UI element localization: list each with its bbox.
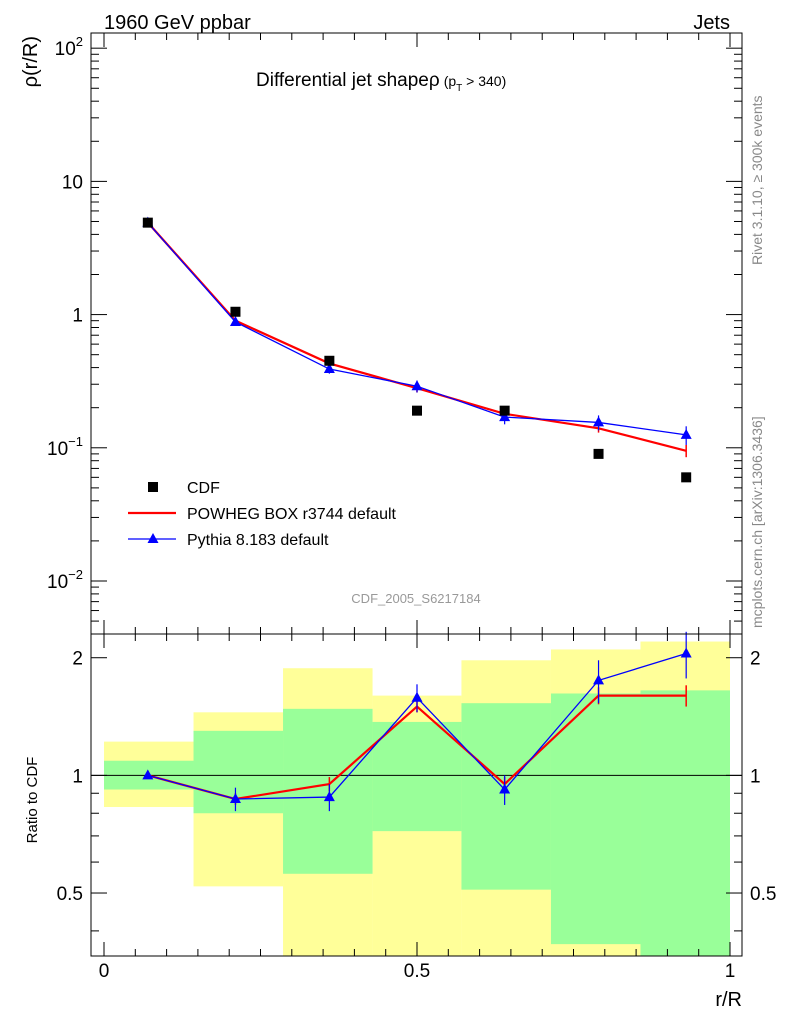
cdf-point <box>142 217 153 228</box>
y-tick-label: 102 <box>55 34 83 60</box>
cdf-point <box>593 448 604 459</box>
pythia-point <box>411 380 423 391</box>
x-tick-label: 1 <box>725 961 736 982</box>
header-energy-label: 1960 GeV ppbar <box>104 12 251 34</box>
ratio-y-tick-label-right: 2 <box>750 649 761 670</box>
x-tick-label: 0.5 <box>404 961 430 982</box>
rivet-label: Rivet 3.1.10, ≥ 300k events <box>749 95 765 265</box>
pythia-ratio-point <box>680 647 692 658</box>
pythia-ratio-point <box>323 791 335 802</box>
pythia-ratio-point <box>593 674 605 685</box>
data-uncertainty-band <box>461 703 551 890</box>
cdf-point <box>681 472 692 483</box>
data-uncertainty-band <box>640 690 730 956</box>
pythia-point <box>499 411 511 422</box>
cdf-point <box>230 306 241 317</box>
watermark-label: CDF_2005_S6217184 <box>351 591 480 606</box>
y-tick-label: 10−1 <box>47 434 83 460</box>
legend-pythia-marker <box>147 533 159 543</box>
mcplots-label: mcplots.cern.ch [arXiv:1306.3436] <box>749 416 765 628</box>
data-uncertainty-band <box>372 721 462 832</box>
pythia-point <box>593 416 605 427</box>
ratio-y-tick-label: 2 <box>72 649 83 670</box>
ratio-y-tick-label-right: 0.5 <box>750 884 776 905</box>
legend-label: CDF <box>187 480 220 497</box>
x-axis-label: r/R <box>715 989 742 1011</box>
ratio-y-tick-label-right: 1 <box>750 766 761 787</box>
data-uncertainty-band <box>550 693 641 945</box>
y-tick-label: 10 <box>62 172 83 193</box>
header-jets-label: Jets <box>693 12 730 34</box>
pythia-ratio-point <box>229 793 241 804</box>
ratio-y-tick-label: 1 <box>72 766 83 787</box>
y-tick-label: 1 <box>72 306 83 327</box>
legend-cdf-marker <box>148 482 158 492</box>
ratio-y-tick-label: 0.5 <box>57 884 83 905</box>
x-tick-label: 0 <box>99 961 110 982</box>
cdf-point <box>412 405 422 416</box>
cdf-point <box>324 355 335 366</box>
ratio-y-axis-label: Ratio to CDF <box>24 757 41 844</box>
legend-label: Pythia 8.183 default <box>187 532 329 549</box>
main-plot-title: Differential jet shapeρ (pT > 340) <box>256 70 506 94</box>
legend-label: POWHEG BOX r3744 default <box>187 506 397 523</box>
pythia-ratio-point <box>499 783 511 794</box>
pythia-line <box>147 222 687 436</box>
pythia-point <box>323 363 335 374</box>
powheg-line <box>146 221 687 452</box>
main-y-axis-label: ρ(r/R) <box>20 36 42 87</box>
main-plot-panel: 102 10 1 10−1 10−2 Differential jet shapeρ (p… <box>20 32 743 635</box>
pythia-ratio-point <box>142 769 154 780</box>
data-uncertainty-band <box>283 708 373 874</box>
y-tick-label: 10−2 <box>47 567 83 593</box>
cdf-point <box>499 405 510 416</box>
pythia-point <box>680 428 692 439</box>
pythia-ratio-point <box>411 691 423 702</box>
pythia-point <box>229 315 241 326</box>
legend: CDF POWHEG BOX r3744 default Pythia 8.183 … <box>128 480 397 549</box>
ratio-plot-panel: 0 0.5 1 2 2 1 1 0.5 0.5 Ratio to CDF r/R <box>24 631 776 1011</box>
